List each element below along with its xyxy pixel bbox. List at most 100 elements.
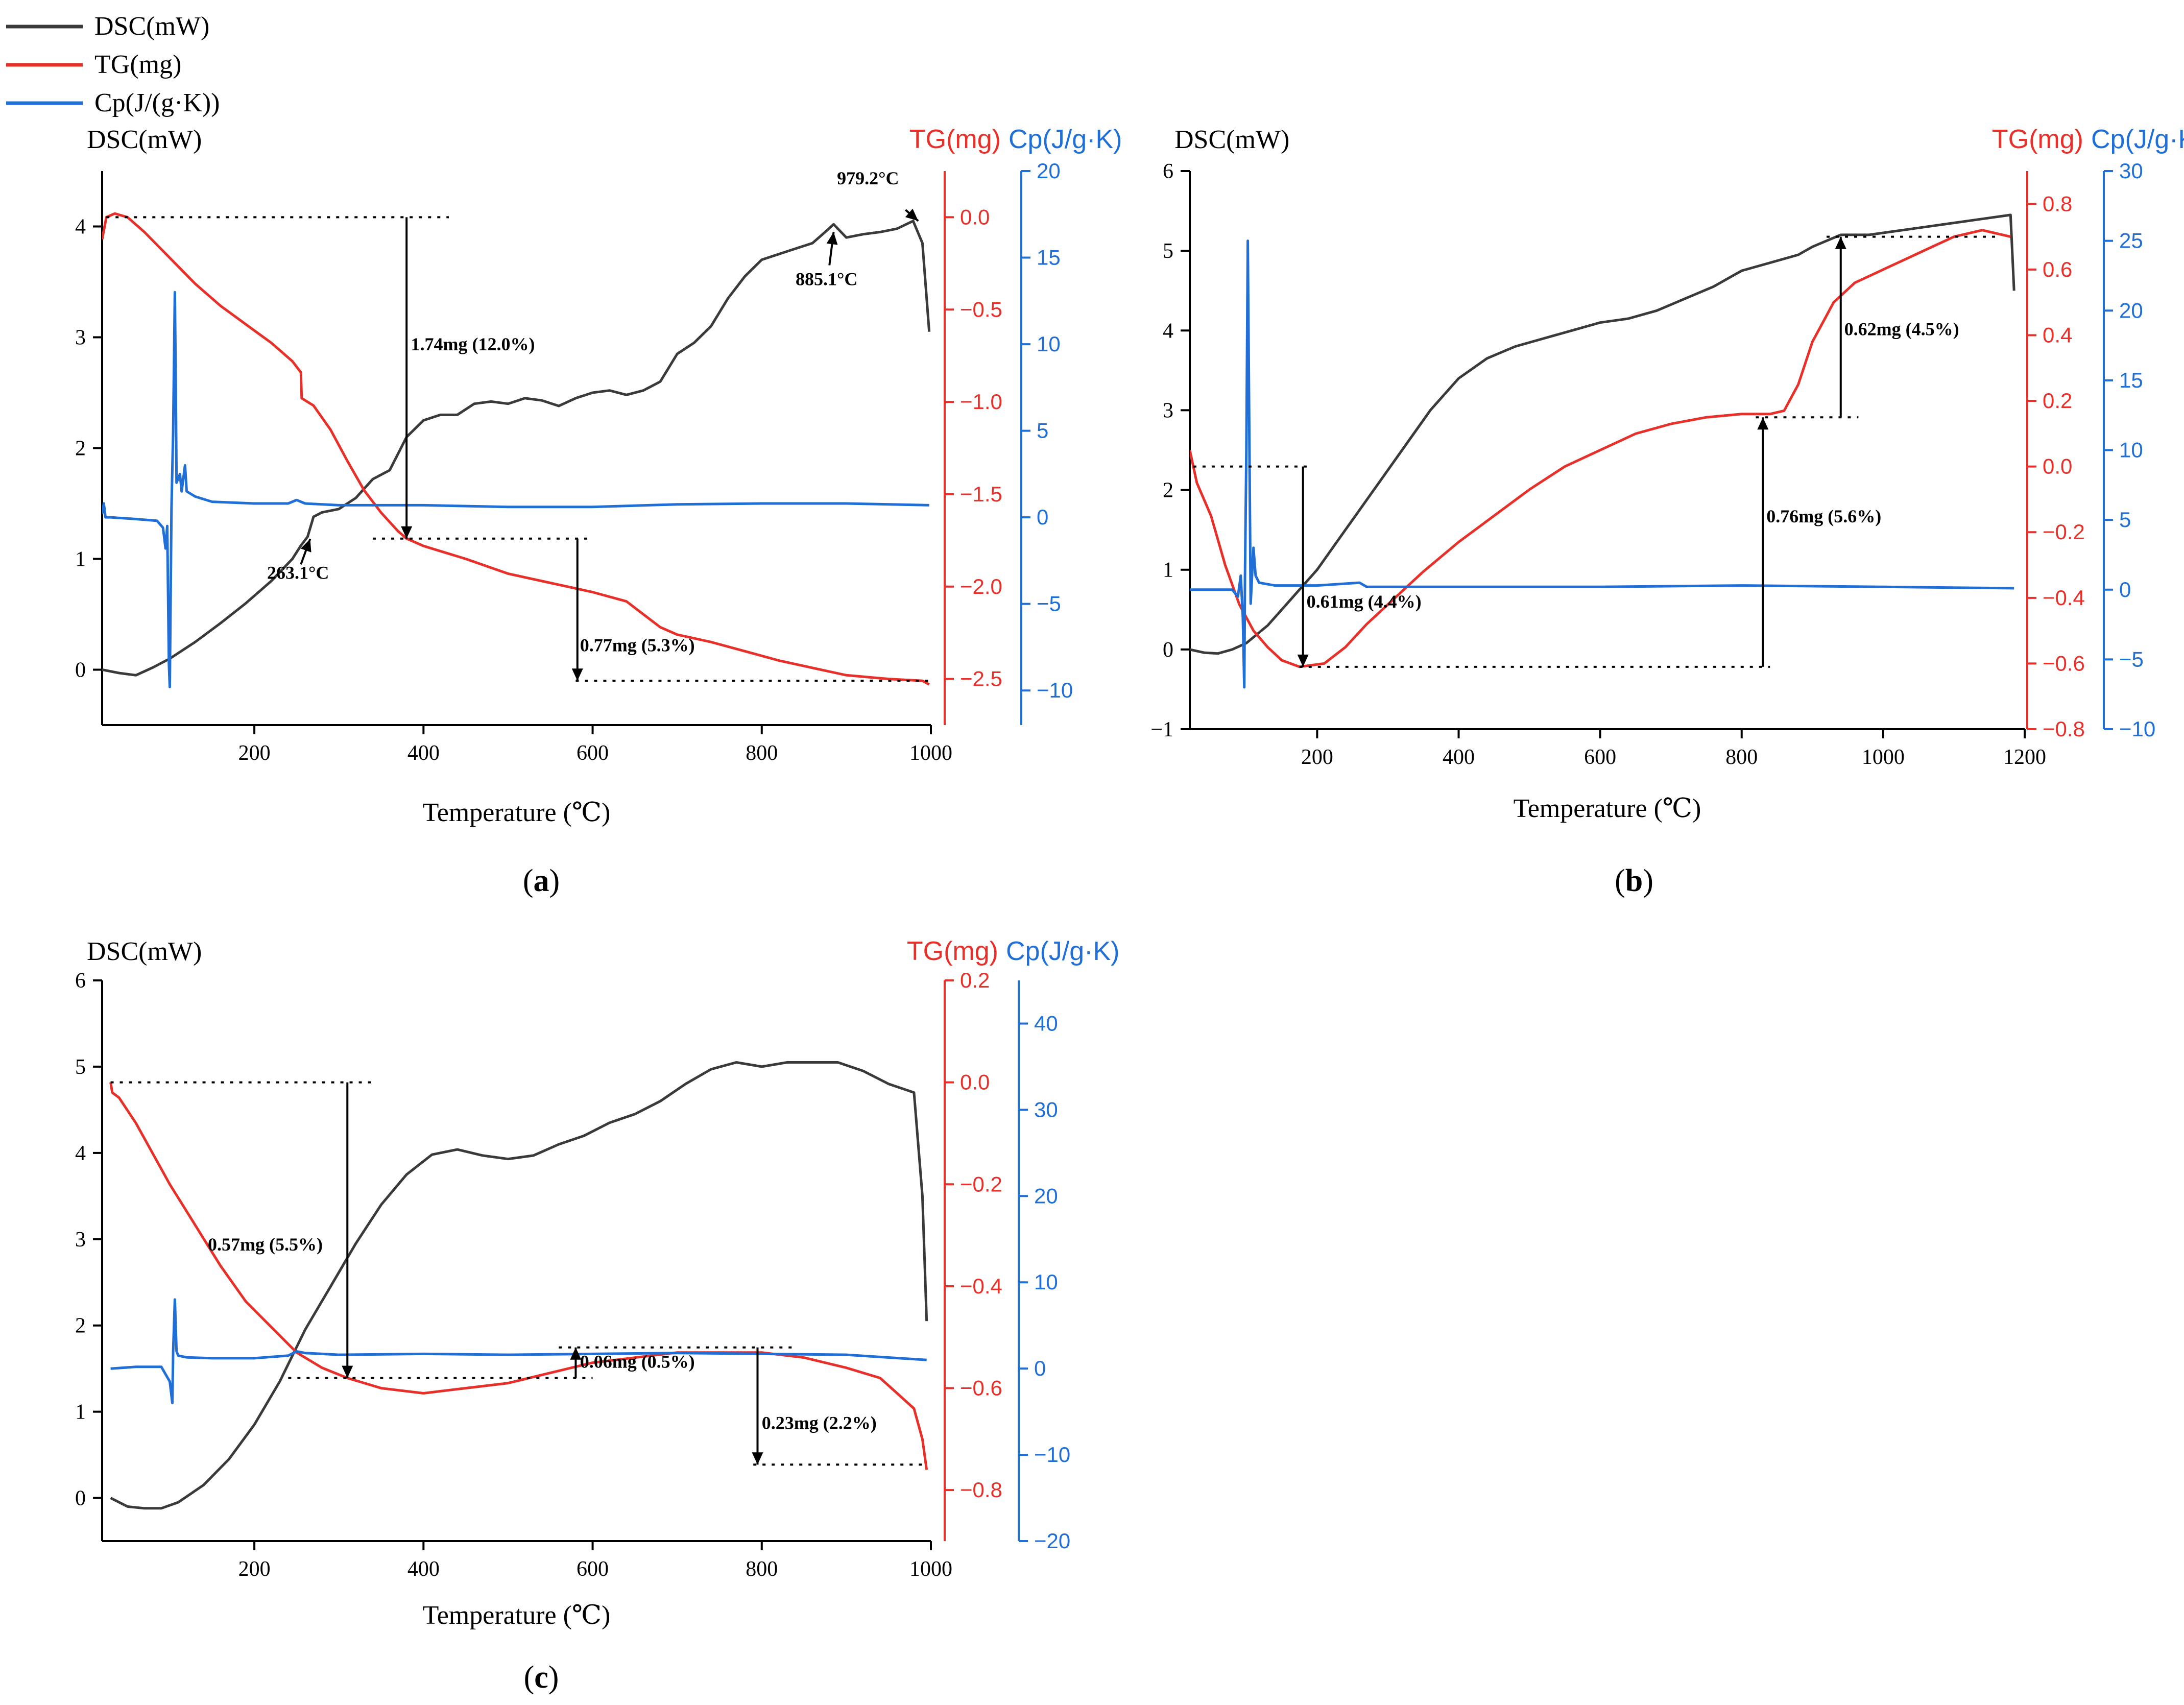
annotations: 0.57mg (5.5%) 0.06mg (0.5%) 0.23mg (2.2%) (110, 1081, 927, 1466)
x-tick-label: 800 (746, 741, 778, 765)
tg-tick-label: 0.2 (960, 968, 990, 992)
tg-tick-label: 0.6 (2043, 257, 2072, 281)
dsc-tick-label: 4 (1163, 319, 1173, 343)
annotations: 1.74mg (12.0%) 0.77mg (5.3%) 263.1°C 885.1°… (106, 168, 931, 682)
cp-tick-label: 25 (2119, 229, 2143, 253)
cp-tick-label: 0 (2119, 578, 2131, 602)
tg-curve (109, 1082, 928, 1470)
annotation-label: 0.77mg (5.3%) (580, 635, 695, 655)
x-tick-label: 400 (407, 741, 440, 765)
legend: DSC(mW) TG(mg) Cp(J/(g·K)) (6, 12, 220, 117)
annotation-label: 0.06mg (0.5%) (580, 1352, 695, 1372)
cp-axis-title: Cp(J/g·K) (2091, 125, 2184, 154)
cp-tick-label: 0 (1034, 1356, 1046, 1380)
cp-tick-label: −10 (1034, 1443, 1070, 1467)
tg-tick-label: −0.4 (2043, 586, 2085, 610)
tg-tick-label: 0.2 (2043, 389, 2072, 413)
x-tick-label: 200 (238, 741, 271, 765)
x-tick-label: 800 (746, 1557, 778, 1581)
dsc-tick-label: 3 (75, 1228, 86, 1252)
panel-caption: (b) (1615, 863, 1653, 898)
dsc-tick-label: 1 (75, 1401, 86, 1424)
dsc-tick-label: 0 (1163, 638, 1173, 662)
tg-tick-label: −0.6 (2043, 651, 2085, 675)
tg-tick-label: −0.5 (960, 297, 1002, 321)
cp-tick-label: 40 (1034, 1011, 1058, 1035)
arrow-head (1297, 654, 1309, 667)
dsc-tick-label: 2 (75, 437, 86, 461)
tg-tick-label: 0.0 (960, 1070, 990, 1094)
cp-curve (102, 291, 929, 688)
dsc-axis-title: DSC(mW) (87, 125, 202, 154)
tg-tick-label: −1.5 (960, 482, 1002, 506)
dsc-tick-label: 4 (75, 215, 86, 239)
dsc-tick-label: 5 (75, 1055, 86, 1079)
arrow-head (571, 668, 583, 681)
tg-tick-label: −0.2 (2043, 520, 2085, 544)
cp-tick-label: 20 (1037, 159, 1061, 183)
cp-tick-label: −10 (2119, 717, 2155, 741)
annotation-label: 263.1°C (267, 563, 329, 583)
dsc-tick-label: 2 (1163, 479, 1173, 502)
x-tick-label: 1000 (909, 1557, 952, 1581)
x-tick-label: 600 (1584, 746, 1616, 769)
cp-tick-label: 0 (1037, 505, 1048, 529)
chart-panel-b: 200 400 600 800 1000 1200−10123456−0.8−0.6−0.… (1150, 125, 2184, 898)
cp-tick-label: 30 (1034, 1097, 1058, 1121)
annotation-label: 0.62mg (4.5%) (1844, 319, 1959, 339)
arrow-head (752, 1452, 763, 1465)
legend-label: DSC(mW) (94, 12, 209, 41)
annotation-label: 0.57mg (5.5%) (208, 1234, 323, 1255)
cp-curve (110, 1298, 927, 1405)
tg-tick-label: −0.6 (960, 1376, 1002, 1400)
x-tick-label: 600 (577, 1557, 609, 1581)
cp-tick-label: −20 (1034, 1529, 1070, 1553)
tg-tick-label: 0.0 (2043, 454, 2072, 478)
annotation-label: 0.23mg (2.2%) (762, 1412, 877, 1433)
tg-axis-title: TG(mg) (1992, 125, 2083, 154)
cp-tick-label: 30 (2119, 159, 2143, 183)
x-axis-title: Temperature (℃) (1514, 794, 1701, 823)
dsc-tick-label: 1 (1163, 559, 1173, 582)
chart-panel-a: 200 400 600 800 100001234−2.5−2.0−1.5−1.0−0.… (75, 125, 1122, 898)
dsc-axis-title: DSC(mW) (87, 937, 202, 966)
dsc-tick-label: 5 (1163, 239, 1173, 263)
x-tick-label: 800 (1725, 746, 1758, 769)
dsc-tick-label: 6 (1163, 160, 1173, 183)
panel-caption: (c) (524, 1660, 559, 1695)
x-tick-label: 1200 (2003, 746, 2046, 769)
x-tick-label: 200 (238, 1557, 271, 1581)
arrow-head (300, 539, 311, 553)
dsc-tick-label: 4 (75, 1142, 86, 1165)
annotations: 0.61mg (4.4%) 0.76mg (5.6%) 0.62mg (4.5%) (1193, 235, 1997, 668)
cp-tick-label: 10 (1037, 332, 1061, 356)
annotation-label: 1.74mg (12.0%) (411, 334, 535, 354)
arrow-head (1835, 236, 1846, 249)
tg-tick-label: 0.4 (2043, 323, 2072, 347)
tg-axis-title: TG(mg) (907, 936, 998, 966)
arrow-head (1757, 417, 1769, 430)
dsc-curve (102, 220, 931, 677)
cp-tick-label: 5 (1037, 419, 1048, 443)
cp-tick-label: 20 (2119, 298, 2143, 322)
tg-tick-label: −0.8 (960, 1478, 1002, 1502)
cp-tick-label: 15 (2119, 368, 2143, 392)
cp-tick-label: 5 (2119, 508, 2131, 532)
arrow-head (826, 232, 838, 245)
dsc-curve (1190, 213, 2015, 655)
chart-panel-c: 200 400 600 800 10000123456−0.8−0.6−0.4−0.20… (75, 936, 1119, 1695)
x-axis-title: Temperature (℃) (423, 798, 611, 827)
cp-tick-label: −10 (1037, 678, 1073, 702)
x-tick-label: 400 (407, 1557, 440, 1581)
dsc-tick-label: 1 (75, 548, 86, 571)
cp-tick-label: 20 (1034, 1184, 1058, 1208)
dsc-tick-label: 6 (75, 969, 86, 993)
tg-curve (102, 212, 930, 686)
tg-tick-label: −0.8 (2043, 717, 2085, 741)
tg-tick-label: −1.0 (960, 390, 1002, 414)
tg-tick-label: −2.5 (960, 667, 1002, 691)
dsc-tick-label: 3 (1163, 399, 1173, 422)
dsc-curve (110, 1061, 928, 1510)
